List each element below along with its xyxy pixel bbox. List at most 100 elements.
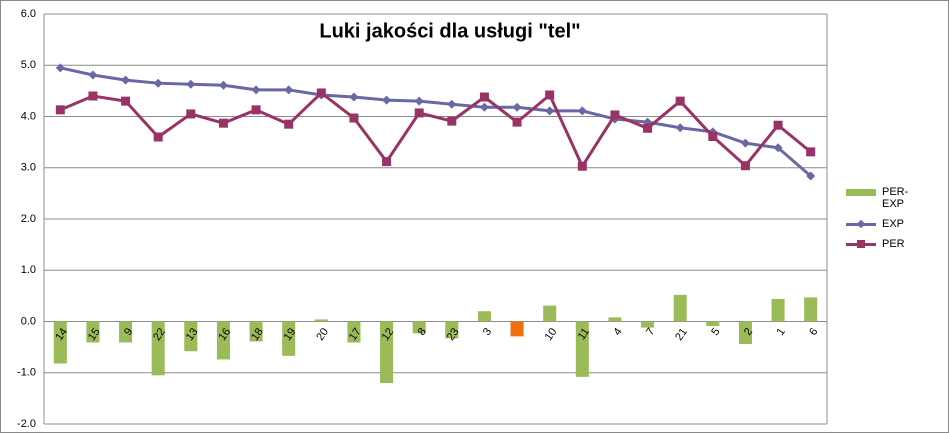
x-tick-label: 17: [347, 326, 364, 343]
legend-label: PER-EXP: [882, 186, 909, 210]
marker: [284, 119, 294, 129]
bar: [249, 321, 263, 342]
marker: [545, 90, 555, 100]
x-tick-label: 21: [673, 326, 690, 343]
marker: [349, 92, 359, 102]
marker: [55, 63, 65, 73]
legend-item: PER-EXP: [846, 186, 922, 210]
x-tick-label: 12: [380, 326, 397, 343]
x-tick-label: 11: [576, 326, 592, 342]
bar: [543, 305, 557, 322]
chart-title: Luki jakości dla usługi "tel": [319, 20, 580, 42]
x-tick-label: 18: [249, 326, 266, 343]
marker: [643, 123, 653, 133]
marker: [284, 85, 294, 95]
marker: [414, 96, 424, 106]
legend: PER-EXP EXP PER: [846, 186, 922, 258]
y-tick-label: 1.0: [21, 264, 36, 276]
x-tick-label: 8: [416, 326, 429, 338]
marker: [479, 92, 489, 102]
x-tick-label: 7: [644, 326, 657, 338]
marker: [316, 88, 326, 98]
marker: [414, 108, 424, 118]
marker: [512, 102, 522, 112]
x-tick-label: 10: [543, 326, 560, 343]
marker: [349, 113, 359, 123]
marker: [708, 131, 718, 141]
bar: [314, 319, 328, 322]
marker: [773, 120, 783, 130]
marker: [740, 138, 750, 148]
marker: [382, 95, 392, 105]
marker: [121, 75, 131, 85]
x-tick-label: 5: [709, 326, 722, 338]
marker: [740, 161, 750, 171]
y-tick-label: 6.0: [21, 8, 36, 20]
bar: [86, 321, 100, 343]
x-tick-label: 14: [53, 326, 70, 343]
marker: [382, 157, 392, 167]
legend-swatch: [846, 186, 876, 198]
marker: [447, 99, 457, 109]
bar: [641, 321, 655, 328]
marker: [186, 109, 196, 119]
bar: [184, 321, 198, 352]
x-tick-label: 9: [122, 326, 135, 338]
x-tick-label: 15: [86, 326, 103, 343]
legend-label: PER: [882, 238, 905, 250]
bar: [282, 321, 296, 356]
bar: [445, 321, 459, 339]
bar: [706, 321, 720, 327]
marker: [121, 96, 131, 106]
marker: [675, 123, 685, 133]
y-tick-label: 4.0: [21, 110, 36, 122]
x-tick-label: 20: [314, 326, 331, 343]
marker: [218, 80, 228, 90]
marker: [512, 117, 522, 127]
marker: [153, 132, 163, 142]
marker: [218, 118, 228, 128]
legend-swatch: [846, 218, 876, 230]
y-tick-label: -2.0: [17, 418, 36, 430]
x-tick-label: 2: [742, 326, 755, 338]
x-tick-label: 1: [775, 326, 788, 338]
bar: [738, 321, 752, 345]
bar: [151, 321, 165, 376]
x-tick-label: 4: [611, 326, 624, 338]
x-tick-label: 23: [445, 326, 462, 343]
x-tick-label: 13: [184, 326, 201, 343]
bar: [380, 321, 394, 383]
bar: [510, 321, 524, 337]
legend-swatch: [846, 238, 876, 250]
x-tick-label: 3: [481, 326, 494, 338]
legend-item: PER: [846, 238, 922, 250]
bar: [53, 321, 67, 364]
y-tick-label: 3.0: [21, 162, 36, 174]
marker: [55, 105, 65, 115]
x-tick-label: 6: [807, 326, 820, 338]
line: [59, 66, 812, 178]
marker: [251, 85, 261, 95]
marker: [675, 96, 685, 106]
marker: [88, 70, 98, 80]
bar: [575, 321, 589, 377]
y-tick-label: -1.0: [17, 367, 36, 379]
marker: [545, 106, 555, 116]
bar: [412, 321, 426, 334]
marker: [806, 147, 816, 157]
x-tick-label: 16: [216, 326, 233, 343]
marker: [447, 116, 457, 126]
marker: [251, 105, 261, 115]
marker: [153, 78, 163, 88]
bar: [673, 294, 687, 322]
marker: [479, 102, 489, 112]
marker: [577, 161, 587, 171]
bar: [804, 297, 818, 322]
bar: [347, 321, 361, 343]
y-tick-label: 2.0: [21, 213, 36, 225]
bar: [119, 321, 133, 343]
bar: [477, 311, 491, 322]
bar: [608, 317, 622, 322]
